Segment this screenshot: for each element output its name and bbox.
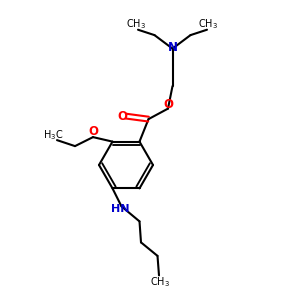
Text: HN: HN xyxy=(111,204,129,214)
Text: H$_3$C: H$_3$C xyxy=(43,128,64,142)
Text: O: O xyxy=(117,110,127,123)
Text: O: O xyxy=(88,125,98,138)
Text: CH$_3$: CH$_3$ xyxy=(199,17,218,31)
Text: CH$_3$: CH$_3$ xyxy=(151,275,170,289)
Text: CH$_3$: CH$_3$ xyxy=(127,17,146,31)
Text: N: N xyxy=(167,40,178,54)
Text: O: O xyxy=(163,98,173,111)
